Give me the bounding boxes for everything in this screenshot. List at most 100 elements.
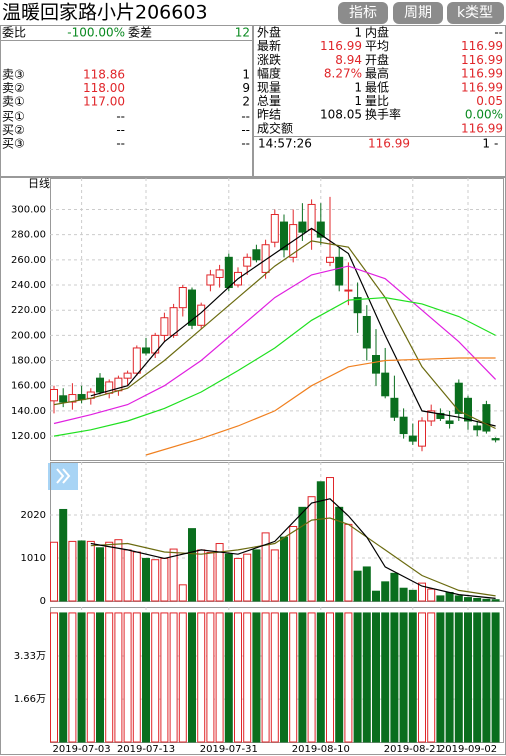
label: 买② [2,123,25,137]
x-tick-label: 2019-07-31 [200,744,258,755]
value: 1 [354,26,362,40]
bar [77,540,86,602]
x-tick-label: 2019-08-10 [292,744,350,755]
bar [473,597,482,602]
candle-body [270,214,279,243]
candle-body [427,410,436,422]
bar [252,549,261,602]
candle-body [224,256,233,289]
bar [105,541,114,602]
bar [270,549,279,602]
bar [261,532,270,602]
candle-body [326,256,334,263]
candle-body [77,394,86,401]
bar [326,612,334,743]
value: 1 [354,94,362,108]
x-tick-label: 2019-07-13 [117,744,175,755]
bar [105,612,114,743]
label: 外盘 [257,25,281,40]
bar [335,612,344,743]
x-tick-label: 2019-07-03 [53,744,111,755]
bar [427,588,436,602]
value: 0.05 [476,94,503,108]
bar [132,551,141,602]
bar [197,612,206,743]
quantity: 9 [242,81,250,95]
bar [169,612,178,743]
y-tick-label: 300.00 [11,204,46,215]
bar [316,612,325,743]
bar [390,572,399,602]
ma-line [90,498,496,599]
value: -100.00% [67,26,125,40]
bar [270,612,279,743]
bar [123,549,132,602]
value: 1 [354,80,362,94]
candle-body [169,307,178,336]
flag: - [494,137,498,151]
bar [390,612,399,743]
button-label[interactable]: 指标 [349,5,377,21]
quantity: -- [241,123,250,137]
bar [381,612,390,743]
label: 买① [2,109,25,123]
bar [151,559,160,602]
period: 日线 [28,176,50,190]
bar [454,595,463,602]
y-tick-label: 240.00 [11,280,46,291]
bar [464,612,472,743]
button[interactable] [338,2,388,24]
bar [86,540,95,602]
bar [178,584,187,602]
bar [151,612,160,743]
bar [178,612,187,743]
bar [436,612,445,743]
value: 0.00% [465,108,503,122]
candle-body [50,389,58,402]
bar [206,551,215,602]
bar [464,597,472,602]
bar [123,612,132,743]
expand-icon[interactable] [56,468,71,484]
bar [316,481,325,602]
candle-body [252,249,261,261]
button-label[interactable]: k类型 [457,5,493,21]
y-tick-label: 180.00 [11,356,46,367]
label: 最低 [365,80,389,94]
button-label[interactable]: 周期 [404,5,432,21]
candle-body [491,438,500,441]
label: 量比 [365,94,389,108]
bar [298,612,307,743]
quantity: 2 [242,95,250,109]
candle-body [316,221,325,238]
bar [160,557,169,602]
bar [59,612,68,743]
y-tick-label: 1010 [21,553,46,564]
bar [197,549,206,602]
y-tick-label: 280.00 [11,230,46,241]
value: 116.99 [461,53,503,67]
candle-body [362,315,371,349]
y-tick-label: 120.00 [11,431,46,442]
bar [132,612,141,743]
bar [353,612,362,743]
bar [445,591,454,602]
x-tick-label: 2019-09-02 [439,744,497,755]
bar [408,612,417,743]
y-tick-label: 0 [40,596,46,607]
bar [280,536,288,602]
candle-body [261,244,270,273]
button[interactable] [447,2,504,24]
bar [482,612,491,743]
bar [114,612,123,743]
bar [427,612,436,743]
bar [59,508,68,602]
label: 最高 [365,66,389,81]
bar [96,547,104,602]
button[interactable] [393,2,443,24]
value: 116.99 [461,39,503,53]
bar [252,612,261,743]
bar [86,612,95,743]
bar [224,612,233,743]
